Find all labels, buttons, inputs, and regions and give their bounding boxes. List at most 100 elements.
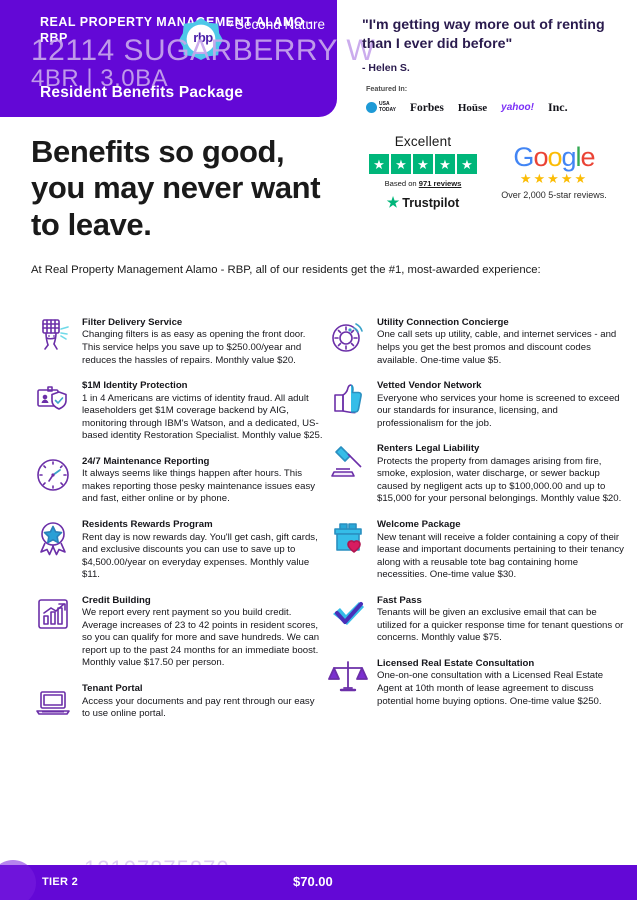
benefit-title: 24/7 Maintenance Reporting [82, 455, 210, 467]
usa-today-line1: USA [379, 101, 390, 108]
benefit-description: It always seems like things happen after… [82, 468, 316, 505]
benefit-title: $1M Identity Protection [82, 380, 188, 392]
benefit-text: Utility Connection Concierge One call se… [377, 316, 624, 367]
benefit-title: Residents Rewards Program [82, 519, 213, 531]
fast-pass-check-icon [328, 594, 368, 634]
benefit-title: Credit Building [82, 594, 151, 606]
benefit-item: Renters Legal Liability Protects the pro… [328, 442, 624, 506]
benefit-text: Licensed Real Estate Consultation One-on… [377, 657, 624, 708]
benefit-description: Rent day is now rewards day. You'll get … [82, 531, 318, 581]
benefit-text: Filter Delivery Service Changing filters… [82, 316, 323, 367]
thumbs-up-icon [328, 379, 368, 419]
trustpilot-brand-text: Trustpilot [402, 195, 460, 210]
featured-in-label: Featured In: [366, 84, 408, 93]
benefit-text: Credit Building We report every rent pay… [82, 594, 323, 670]
price-label: $70.00 [293, 874, 333, 889]
trustpilot-star-icon: ★ [386, 194, 400, 210]
benefit-title: Licensed Real Estate Consultation [377, 657, 535, 669]
benefit-text: Residents Rewards Program Rent day is no… [82, 518, 323, 582]
testimonial-quote: "I'm getting way more out of renting tha… [362, 17, 605, 53]
trustpilot-wordmark: ★ Trustpilot [364, 194, 482, 211]
trustpilot-stars: ★ ★ ★ ★ ★ [364, 154, 482, 174]
package-subtitle: Resident Benefits Package [40, 84, 244, 101]
benefit-item: Tenant Portal Access your documents and … [33, 682, 323, 722]
yahoo-logo: yahoo! [501, 102, 534, 113]
testimonial-attribution: - Helen S. [362, 62, 410, 74]
trustpilot-review-count: Based on 971 reviews [384, 179, 462, 188]
benefit-text: Renters Legal Liability Protects the pro… [377, 442, 624, 506]
usa-today-dot-icon [366, 102, 377, 113]
benefit-description: New tenant will receive a folder contain… [377, 531, 624, 581]
benefit-description: One-on-one consultation with a Licensed … [377, 670, 604, 707]
benefit-text: Welcome Package New tenant will receive … [377, 518, 624, 582]
google-badge: Google ★★★★★ Over 2,000 5-star reviews. [484, 142, 624, 200]
star-icon: ★ [391, 154, 411, 174]
benefit-item: Fast Pass Tenants will be given an exclu… [328, 594, 624, 645]
rewards-badge-icon [33, 518, 73, 558]
laptop-icon [33, 682, 73, 722]
house-logo: Hoüse [457, 101, 488, 114]
benefits-column-right: Utility Connection Concierge One call se… [328, 316, 624, 720]
rbp-badge-icon [179, 17, 223, 61]
benefit-item: Licensed Real Estate Consultation One-on… [328, 657, 624, 708]
google-wordmark: Google [513, 142, 595, 172]
usa-today-line2: TODAY [379, 106, 396, 113]
clock-icon [33, 455, 73, 495]
benefit-text: 24/7 Maintenance Reporting It always see… [82, 455, 323, 506]
trustpilot-rating-label: Excellent [394, 134, 452, 149]
benefit-title: Utility Connection Concierge [377, 317, 509, 328]
benefit-description: Changing filters is as easy as opening t… [82, 329, 306, 366]
star-icon: ★ [457, 154, 477, 174]
benefit-text: Fast Pass Tenants will be given an exclu… [377, 594, 624, 645]
benefit-text: Tenant Portal Access your documents and … [82, 682, 323, 722]
benefit-item: Filter Delivery Service Changing filters… [33, 316, 323, 367]
benefit-item: Welcome Package New tenant will receive … [328, 518, 624, 582]
benefits-column-left: Filter Delivery Service Changing filters… [33, 316, 323, 734]
benefit-description: Access your documents and pay rent throu… [82, 695, 315, 720]
star-icon: ★ [369, 154, 389, 174]
benefit-title: Tenant Portal [82, 683, 143, 695]
benefit-title: Filter Delivery Service [82, 317, 183, 328]
usa-today-logo: USA TODAY [366, 102, 396, 113]
benefit-description: Everyone who services your home is scree… [377, 392, 620, 429]
inc-logo: Inc. [547, 100, 568, 114]
benefit-text: $1M Identity Protection 1 in 4 Americans… [82, 379, 323, 443]
filter-delivery-icon [33, 316, 73, 356]
utility-dial-icon [328, 316, 368, 356]
rbp-by-label: by [226, 20, 234, 27]
benefit-description: One call sets up utility, cable, and int… [377, 329, 617, 366]
benefit-description: 1 in 4 Americans are victims of identity… [82, 392, 323, 442]
benefit-item: 24/7 Maintenance Reporting It always see… [33, 455, 323, 506]
footer-corner-decoration [0, 860, 36, 900]
property-beds-baths-overlay: 4BR | 3.0BA [31, 65, 169, 92]
benefit-item: $1M Identity Protection 1 in 4 Americans… [33, 379, 323, 443]
benefit-title: Renters Legal Liability [377, 443, 480, 455]
featured-logos: USA TODAY Forbes Hoüse yahoo! Inc. [366, 100, 616, 115]
rbp-wordmark: rbp [193, 30, 213, 45]
welcome-box-icon [328, 518, 368, 558]
intro-paragraph: At Real Property Management Alamo - RBP,… [31, 264, 541, 276]
forbes-logo: Forbes [409, 101, 444, 114]
identity-shield-icon [33, 379, 73, 419]
benefit-text: Vetted Vendor Network Everyone who servi… [377, 379, 624, 430]
scales-icon [328, 657, 368, 697]
benefit-item: Credit Building We report every rent pay… [33, 594, 323, 670]
company-name: REAL PROPERTY MANAGEMENT ALAMO - RBP [40, 15, 313, 45]
credit-chart-icon [33, 594, 73, 634]
benefit-title: Fast Pass [377, 594, 422, 606]
tier-label: TIER 2 [42, 876, 79, 888]
gavel-icon [328, 442, 368, 482]
star-icon: ★ [413, 154, 433, 174]
footer-bar: TIER 2 $70.00 [0, 860, 637, 900]
page-headline: Benefits so good, you may never want to … [31, 134, 321, 242]
benefit-item: Vetted Vendor Network Everyone who servi… [328, 379, 624, 430]
google-review-count: Over 2,000 5-star reviews. [501, 190, 607, 200]
trustpilot-badge: Excellent ★ ★ ★ ★ ★ Based on 971 reviews… [364, 134, 482, 211]
benefit-item: Residents Rewards Program Rent day is no… [33, 518, 323, 582]
benefit-title: Welcome Package [377, 519, 461, 531]
star-icon: ★ [435, 154, 455, 174]
benefit-item: Utility Connection Concierge One call se… [328, 316, 624, 367]
google-stars: ★★★★★ [519, 171, 589, 186]
benefit-description: We report every rent payment so you buil… [82, 607, 320, 669]
